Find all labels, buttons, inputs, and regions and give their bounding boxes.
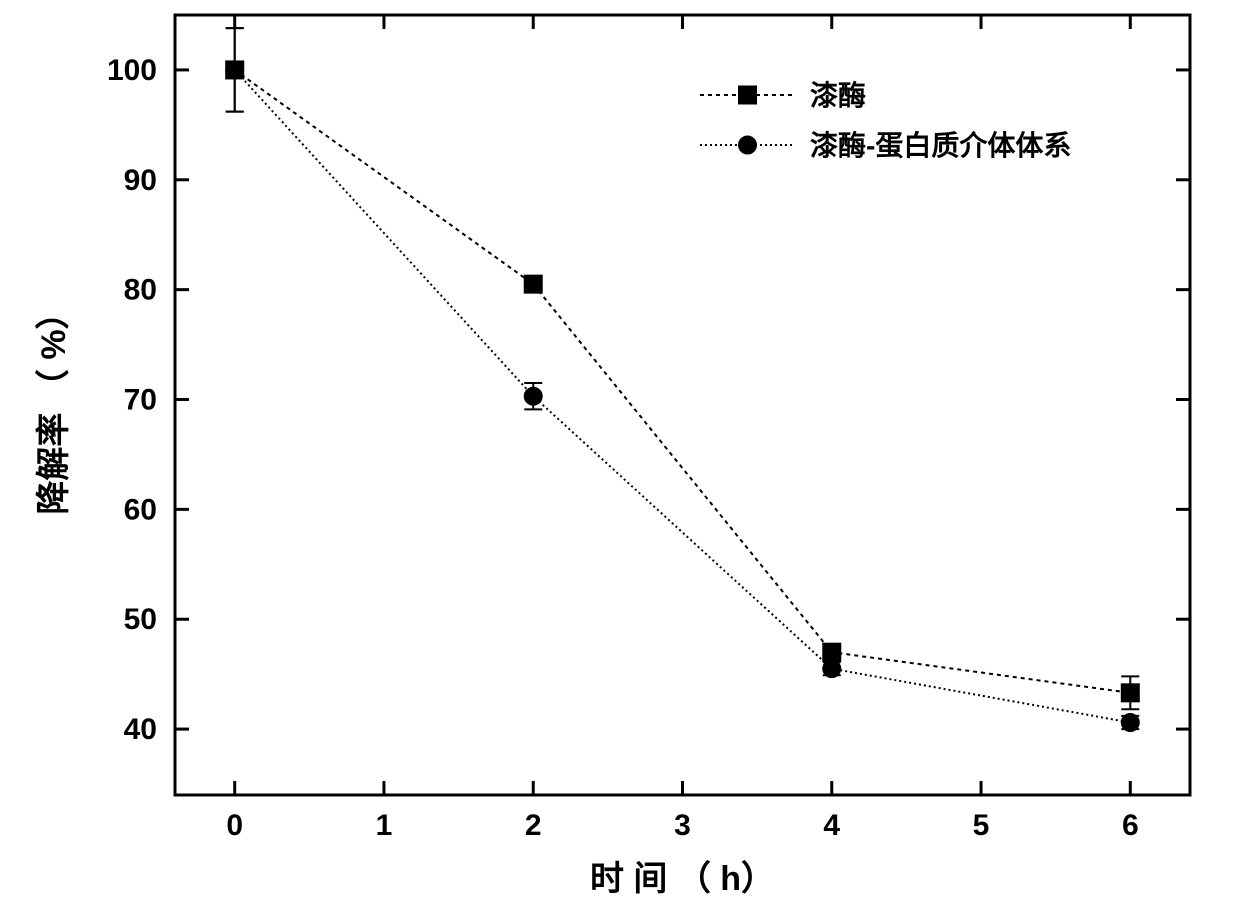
legend-label-0: 漆酶	[810, 80, 866, 111]
x-tick-label: 4	[823, 809, 840, 842]
x-tick-label: 5	[973, 809, 990, 842]
line-chart: 0 1 2 3 4 5 6 40 50 60 70 80 90 100 时 间 （ h） 降解率 （ %） 漆酶…	[0, 0, 1240, 919]
x-tick-label: 2	[525, 809, 542, 842]
y-tick-label: 50	[124, 603, 157, 636]
y-tick-label: 90	[124, 164, 157, 197]
legend-label-1: 漆酶-蛋白质介体体系	[810, 129, 1071, 161]
x-tick-label: 6	[1122, 809, 1139, 842]
y-tick-label: 80	[124, 274, 157, 307]
chart-container: 0 1 2 3 4 5 6 40 50 60 70 80 90 100 时 间 （ h） 降解率 （ %） 漆酶…	[0, 0, 1240, 919]
y-tick-label: 100	[107, 54, 157, 87]
x-tick-label: 1	[376, 809, 393, 842]
x-tick-label: 3	[674, 809, 691, 842]
x-axis-label: 时 间 （ h）	[590, 859, 775, 898]
y-axis-label: 降解率 （ %）	[34, 295, 73, 514]
y-tick-label: 70	[124, 384, 157, 417]
x-tick-label: 0	[226, 809, 243, 842]
y-tick-label: 40	[124, 713, 157, 746]
y-tick-label: 60	[124, 493, 157, 526]
